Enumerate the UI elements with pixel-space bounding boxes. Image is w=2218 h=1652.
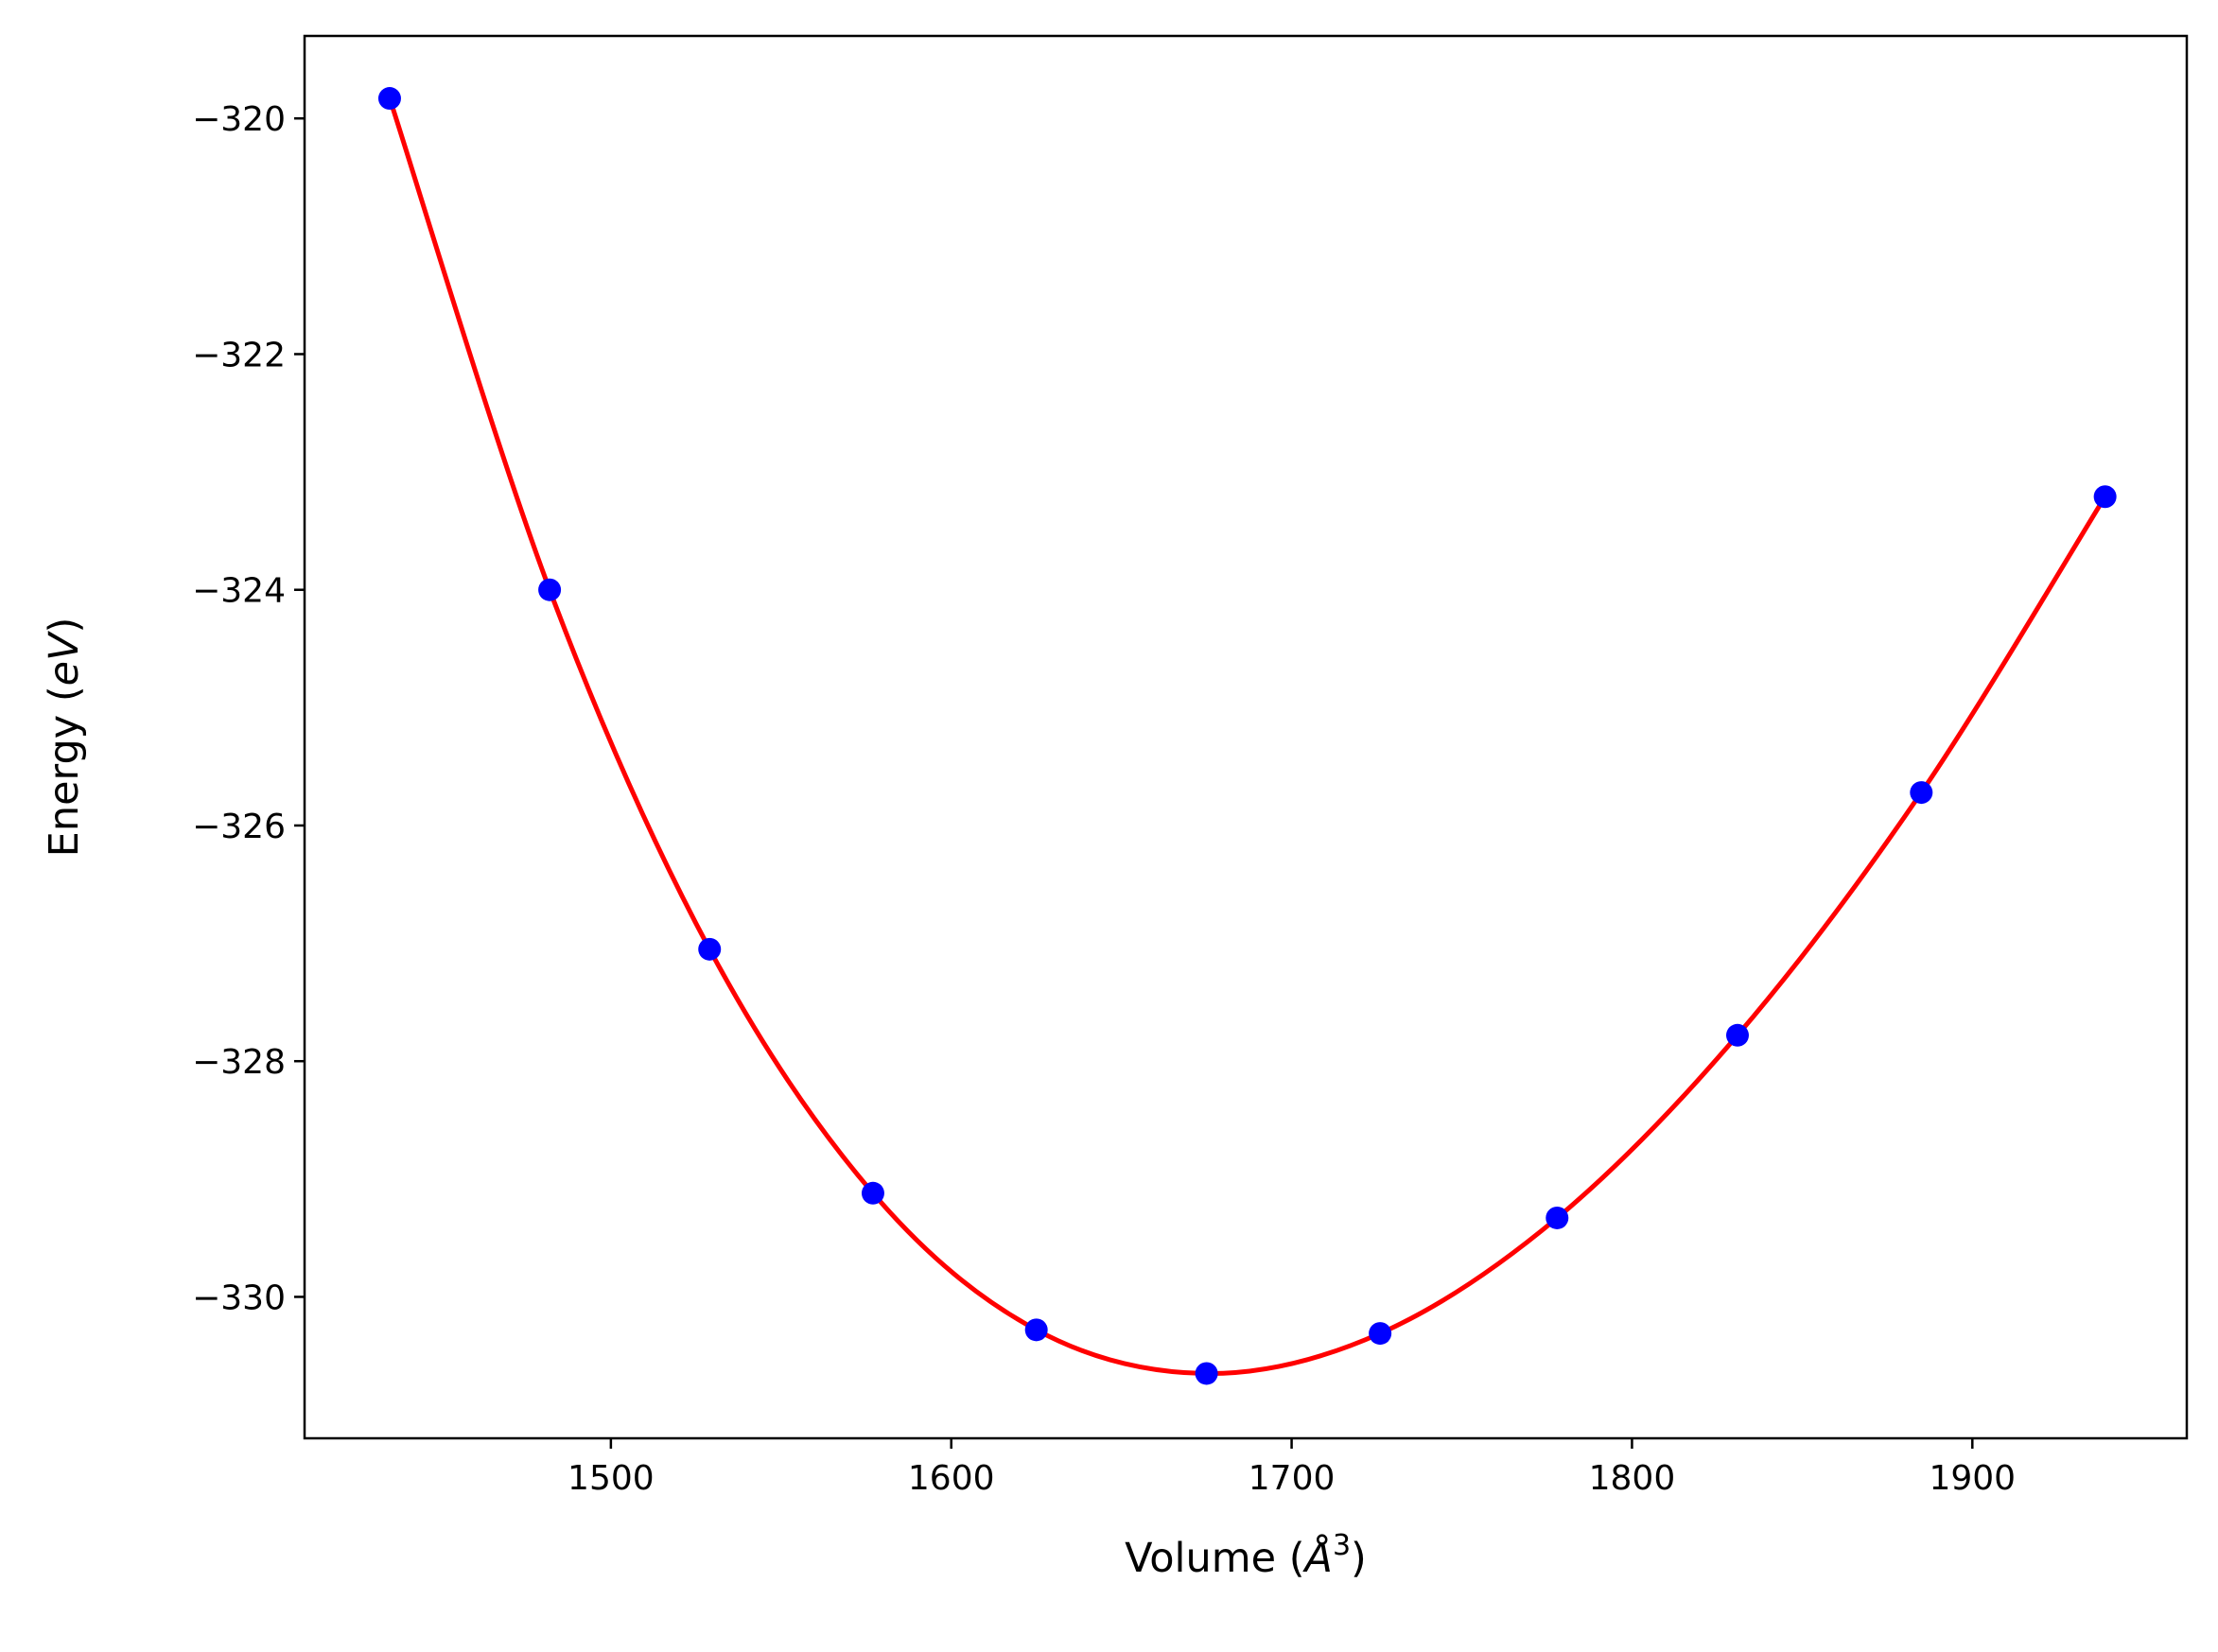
y-tick-label: −328 bbox=[192, 1043, 286, 1082]
plot-area bbox=[377, 87, 2117, 1385]
x-axis-title-suffix: ) bbox=[1351, 1535, 1367, 1582]
axes-frame bbox=[303, 34, 2189, 1440]
data-point bbox=[1725, 1023, 1749, 1047]
data-point bbox=[1910, 781, 1933, 805]
y-axis-title-prefix: Energy ( bbox=[41, 686, 88, 857]
x-tick-label: 1600 bbox=[908, 1459, 995, 1498]
y-tick-label: −322 bbox=[192, 336, 286, 374]
x-axis-title: Volume (Å3) bbox=[1125, 1529, 1367, 1582]
data-point bbox=[861, 1181, 884, 1205]
y-axis-title-unit: eV bbox=[41, 631, 88, 686]
data-point bbox=[1369, 1322, 1392, 1346]
y-tick-label: −326 bbox=[192, 808, 286, 846]
x-axis-title-prefix: Volume ( bbox=[1125, 1535, 1304, 1582]
y-axis-ticks: −320 −322 −324 −326 −328 −330 bbox=[192, 100, 305, 1317]
data-point bbox=[1024, 1318, 1048, 1342]
data-point bbox=[1195, 1362, 1218, 1385]
y-tick-label: −320 bbox=[192, 100, 286, 139]
x-axis-title-unit: Å bbox=[1302, 1534, 1333, 1582]
y-axis-title-suffix: ) bbox=[41, 617, 88, 634]
data-points bbox=[377, 87, 2117, 1385]
y-tick-label: −330 bbox=[192, 1278, 286, 1317]
y-axis-title: Energy (eV) bbox=[41, 617, 88, 858]
data-point bbox=[377, 87, 401, 111]
fit-curve bbox=[387, 97, 2107, 1377]
y-tick-label: −324 bbox=[192, 572, 286, 611]
x-tick-label: 1500 bbox=[568, 1459, 655, 1498]
data-point bbox=[538, 578, 562, 601]
data-point bbox=[1546, 1206, 1569, 1229]
x-axis-title-exponent: 3 bbox=[1333, 1529, 1351, 1562]
x-tick-label: 1900 bbox=[1929, 1459, 2016, 1498]
x-tick-label: 1800 bbox=[1589, 1459, 1676, 1498]
x-axis-ticks: 1500 1600 1700 1800 1900 bbox=[568, 1438, 2016, 1498]
x-tick-label: 1700 bbox=[1249, 1459, 1336, 1498]
data-point bbox=[698, 937, 722, 961]
data-point bbox=[2093, 485, 2117, 509]
